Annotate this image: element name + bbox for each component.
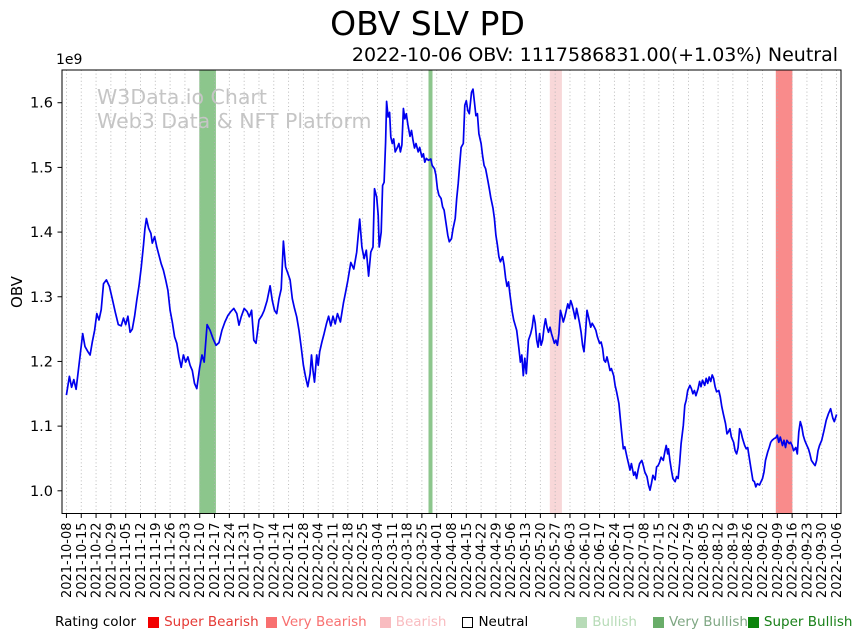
x-tick-label: 2022-05-27 <box>549 523 564 599</box>
x-tick-label: 2021-10-22 <box>90 523 105 599</box>
x-tick-label: 2021-11-26 <box>164 523 179 599</box>
y-tick-label: 1.4 <box>30 225 53 241</box>
x-tick-label: 2022-08-05 <box>697 523 712 599</box>
x-tick-label: 2022-06-03 <box>563 523 578 599</box>
legend-item-label: Bullish <box>592 614 637 630</box>
x-tick-label: 2021-12-17 <box>208 523 223 599</box>
bullish-swatch-icon <box>576 616 588 628</box>
rating-band <box>428 70 433 514</box>
legend-item-label: Bearish <box>395 614 447 630</box>
chart-subtitle: 2022-10-06 OBV: 1117586831.00(+1.03%) Ne… <box>351 44 838 66</box>
x-tick-label: 2021-10-29 <box>104 523 119 599</box>
x-tick-label: 2022-04-01 <box>430 523 445 599</box>
rating-band <box>549 70 562 514</box>
x-tick-label: 2022-04-22 <box>475 523 490 599</box>
x-tick-label: 2022-04-08 <box>445 523 460 599</box>
x-tick-label: 2021-10-08 <box>60 523 75 599</box>
x-tick-label: 2022-04-15 <box>460 523 475 599</box>
x-tick-label: 2022-03-11 <box>386 523 401 599</box>
x-tick-label: 2022-09-09 <box>771 523 786 599</box>
y-tick-label: 1.6 <box>30 96 53 112</box>
x-tick-label: 2022-06-24 <box>608 523 623 599</box>
x-tick-label: 2022-02-11 <box>327 523 342 599</box>
x-tick-label: 2022-09-30 <box>815 523 830 599</box>
legend-item-bearish: Bearish <box>379 614 447 630</box>
x-tick-label: 2022-08-19 <box>726 523 741 599</box>
x-tick-label: 2021-12-31 <box>238 523 253 599</box>
y-tick-label: 1.0 <box>30 484 53 500</box>
super-bullish-swatch-icon <box>747 616 759 628</box>
legend-item-super-bearish: Super Bearish <box>148 614 259 630</box>
x-tick-label: 2022-09-02 <box>756 523 771 599</box>
x-tick-label: 2022-09-16 <box>786 523 801 599</box>
bearish-swatch-icon <box>379 616 391 628</box>
rating-band <box>199 70 216 514</box>
x-tick-label: 2022-03-18 <box>401 523 416 599</box>
x-tick-label: 2022-07-29 <box>682 523 697 599</box>
legend-item-label: Super Bullish <box>763 614 853 630</box>
x-tick-label: 2021-12-10 <box>193 523 208 599</box>
obv-line <box>65 88 838 492</box>
very-bearish-swatch-icon <box>265 616 277 628</box>
neutral-swatch-icon <box>462 616 474 628</box>
x-tick-label: 2022-01-28 <box>297 523 312 599</box>
x-tick-label: 2022-07-15 <box>652 523 667 599</box>
page-title: OBV SLV PD <box>330 4 525 43</box>
legend-item-very-bearish: Very Bearish <box>265 614 367 630</box>
legend-item-label: Neutral <box>478 614 529 630</box>
x-tick-label: 2021-11-05 <box>119 523 134 599</box>
y-tick-label: 1.5 <box>30 160 53 176</box>
x-tick-label: 2022-01-21 <box>282 523 297 599</box>
x-tick-label: 2022-03-25 <box>415 523 430 599</box>
x-tick-label: 2022-01-07 <box>252 523 267 599</box>
x-tick-label: 2022-08-26 <box>741 523 756 599</box>
legend-item-neutral: Neutral <box>462 614 528 630</box>
legend-item-label: Super Bearish <box>164 614 259 630</box>
x-tick-label: 2021-12-24 <box>223 523 238 599</box>
legend-item-label: Very Bearish <box>281 614 367 630</box>
x-tick-label: 2022-10-06 <box>830 523 845 599</box>
y-tick-label: 1.3 <box>30 290 53 306</box>
legend-item-bullish: Bullish <box>576 614 637 630</box>
x-tick-label: 2022-07-08 <box>638 523 653 599</box>
x-tick-label: 2022-02-25 <box>356 523 371 599</box>
x-tick-label: 2022-07-01 <box>623 523 638 599</box>
x-tick-label: 2021-11-19 <box>149 523 164 599</box>
rating-band <box>775 70 793 514</box>
y-axis-offset-label: 1e9 <box>56 52 83 68</box>
legend-title: Rating color <box>55 614 137 630</box>
y-tick-label: 1.2 <box>30 354 53 370</box>
x-tick-label: 2022-06-17 <box>593 523 608 599</box>
x-tick-label: 2022-09-23 <box>800 523 815 599</box>
x-tick-label: 2021-12-03 <box>178 523 193 599</box>
plot-border <box>61 69 842 514</box>
y-tick-label: 1.1 <box>30 419 53 435</box>
rating-legend: Rating color Super Bearish Very Bearish … <box>55 614 852 630</box>
x-tick-label: 2022-04-29 <box>489 523 504 599</box>
x-tick-label: 2022-01-14 <box>267 523 282 599</box>
x-tick-label: 2022-05-06 <box>504 523 519 599</box>
x-tick-label: 2022-05-20 <box>534 523 549 599</box>
x-tick-label: 2022-02-04 <box>312 523 327 599</box>
x-tick-label: 2022-06-10 <box>578 523 593 599</box>
x-tick-label: 2021-10-15 <box>75 523 90 599</box>
x-tick-label: 2022-08-12 <box>712 523 727 599</box>
legend-item-label: Very Bullish <box>668 614 748 630</box>
legend-item-very-bullish: Very Bullish <box>652 614 748 630</box>
x-tick-label: 2022-07-22 <box>667 523 682 599</box>
legend-item-super-bullish: Super Bullish <box>747 614 853 630</box>
super-bearish-swatch-icon <box>148 616 160 628</box>
x-tick-label: 2021-11-12 <box>134 523 149 599</box>
x-tick-label: 2022-02-18 <box>341 523 356 599</box>
x-tick-label: 2022-05-13 <box>519 523 534 599</box>
very-bullish-swatch-icon <box>652 616 664 628</box>
x-tick-label: 2022-03-04 <box>371 523 386 599</box>
